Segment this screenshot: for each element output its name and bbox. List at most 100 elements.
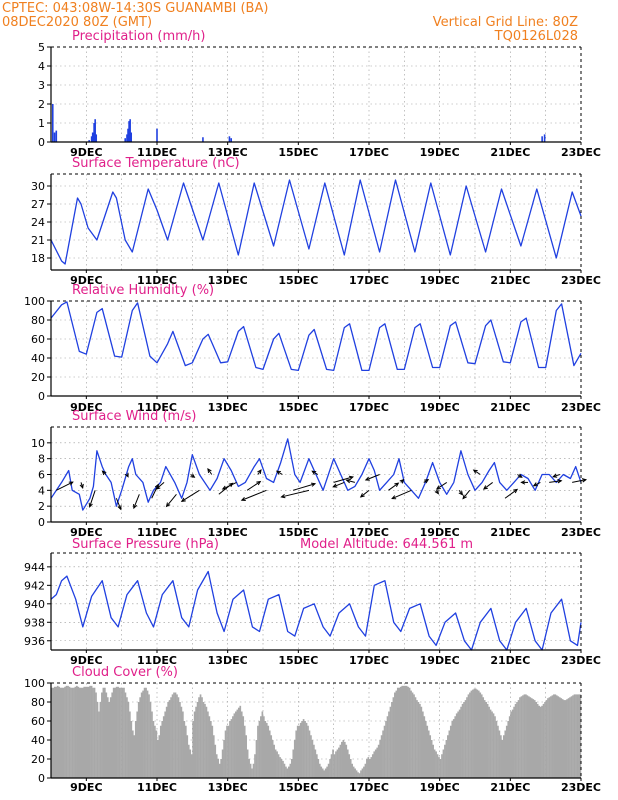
wind-vector [553, 474, 560, 478]
press-ytick-label: 942 [24, 579, 45, 592]
wind-xtick-label: 15DEC [278, 526, 318, 539]
cloud-bar [245, 735, 248, 778]
cloud-xtick-label: 15DEC [278, 781, 318, 794]
cloud-bar [201, 697, 203, 778]
press-ytick-label: 940 [24, 598, 45, 611]
cloud-bar [578, 694, 580, 778]
wind-vector [360, 489, 370, 498]
cloud-bar [572, 695, 574, 778]
cloud-bar [67, 685, 69, 778]
wind-vector-head [434, 489, 439, 495]
cloud-bar [126, 697, 128, 778]
cloud-bar [366, 759, 368, 778]
wind-series-line [50, 438, 582, 511]
cloud-bar [545, 700, 548, 778]
wind-vector [533, 481, 541, 487]
wind-vector-head [221, 485, 227, 490]
cloud-bar [354, 768, 356, 778]
wind-vector [391, 489, 412, 500]
wind-vector-head [424, 479, 430, 484]
cloud-bar [566, 699, 568, 778]
cloud-bar [407, 686, 409, 778]
wind-vector [333, 481, 345, 488]
cloud-bar [367, 757, 370, 778]
cloud-bar [342, 740, 345, 778]
cloud-bar [416, 700, 418, 778]
cloud-bar [189, 749, 192, 778]
precip-bar [126, 134, 128, 142]
temp-ytick-label: 30 [31, 180, 45, 193]
cloud-bar [260, 716, 262, 778]
cloud-bar [494, 716, 496, 778]
cloud-bar [120, 687, 122, 778]
wind-vector [346, 479, 355, 483]
panels-group: Precipitation (mm/h) 0 1 2 3 4 5 9DEC 11DEC 13DEC… [24, 29, 601, 794]
wind-vector-head [275, 470, 281, 475]
press-ytick-label: 936 [24, 635, 45, 648]
wind-vector-head [482, 485, 488, 490]
cloud-bar [544, 702, 546, 778]
cloud-bar [423, 716, 426, 778]
cloud-xtick-label: 23DEC [561, 781, 601, 794]
cloud-bar [210, 721, 212, 778]
wind-vector-head [311, 470, 317, 475]
cloud-bar [268, 730, 271, 778]
cloud-bar [217, 759, 220, 778]
cloud-bar [338, 747, 340, 778]
cloud-bar [95, 692, 97, 778]
cloud-bar [329, 759, 331, 778]
cloud-bar [55, 686, 58, 778]
cloud-bar [330, 754, 333, 778]
cloud-bar [137, 702, 140, 778]
cloud-bar [304, 721, 306, 778]
cloud-bar [61, 687, 63, 778]
cloud-bar [298, 725, 301, 778]
cloud-bar [56, 685, 59, 778]
cloud-bar [73, 687, 75, 778]
cloud-bar [451, 721, 454, 778]
wind-vector [333, 476, 354, 483]
header-model-id: TQ0126L028 [494, 29, 578, 44]
precip-ytick-label: 1 [38, 117, 45, 130]
wind-vector-head [117, 505, 122, 511]
cloud-bar [117, 686, 119, 778]
cloud-bar [482, 697, 485, 778]
cloud-bar [517, 700, 520, 778]
cloud-bar [118, 687, 121, 778]
cloud-bar [538, 705, 540, 778]
press-xtick-label: 11DEC [137, 654, 177, 667]
wind-ytick-label: 6 [38, 469, 45, 482]
cloud-bar [170, 697, 172, 778]
cloud-bar [158, 735, 161, 778]
cloud-bar [53, 686, 56, 778]
cloud-bar [383, 725, 386, 778]
cloud-bar [413, 694, 415, 778]
cloud-bar [530, 698, 533, 778]
cloud-bar [283, 763, 286, 778]
press-xtick-label: 15DEC [278, 654, 318, 667]
cloud-bar [501, 740, 504, 778]
cloud-bar [121, 687, 124, 778]
precip-ytick-label: 2 [38, 98, 45, 111]
cloud-bar [52, 687, 55, 778]
cloud-bar [385, 721, 387, 778]
wind-vector-head [391, 495, 397, 500]
cloud-bar [183, 721, 186, 778]
cloud-bar [289, 763, 292, 778]
cloud-bar [288, 766, 290, 778]
cloud-bar [555, 695, 558, 778]
cloud-bar [498, 730, 501, 778]
cloud-bar [177, 697, 180, 778]
precip-title: Precipitation (mm/h) [72, 29, 205, 44]
cloud-bar [479, 692, 482, 778]
cloud-bar [542, 703, 545, 778]
wind-vector-head [552, 473, 558, 478]
wind-vector-head [462, 494, 467, 500]
cloud-bar [176, 694, 178, 778]
cloud-bar [441, 754, 443, 778]
cloud-bar [563, 700, 566, 778]
cloud-bar [313, 744, 315, 778]
cloud-bar [476, 689, 479, 778]
cloud-bar [106, 697, 109, 778]
rh-ytick-label: 100 [24, 295, 45, 308]
